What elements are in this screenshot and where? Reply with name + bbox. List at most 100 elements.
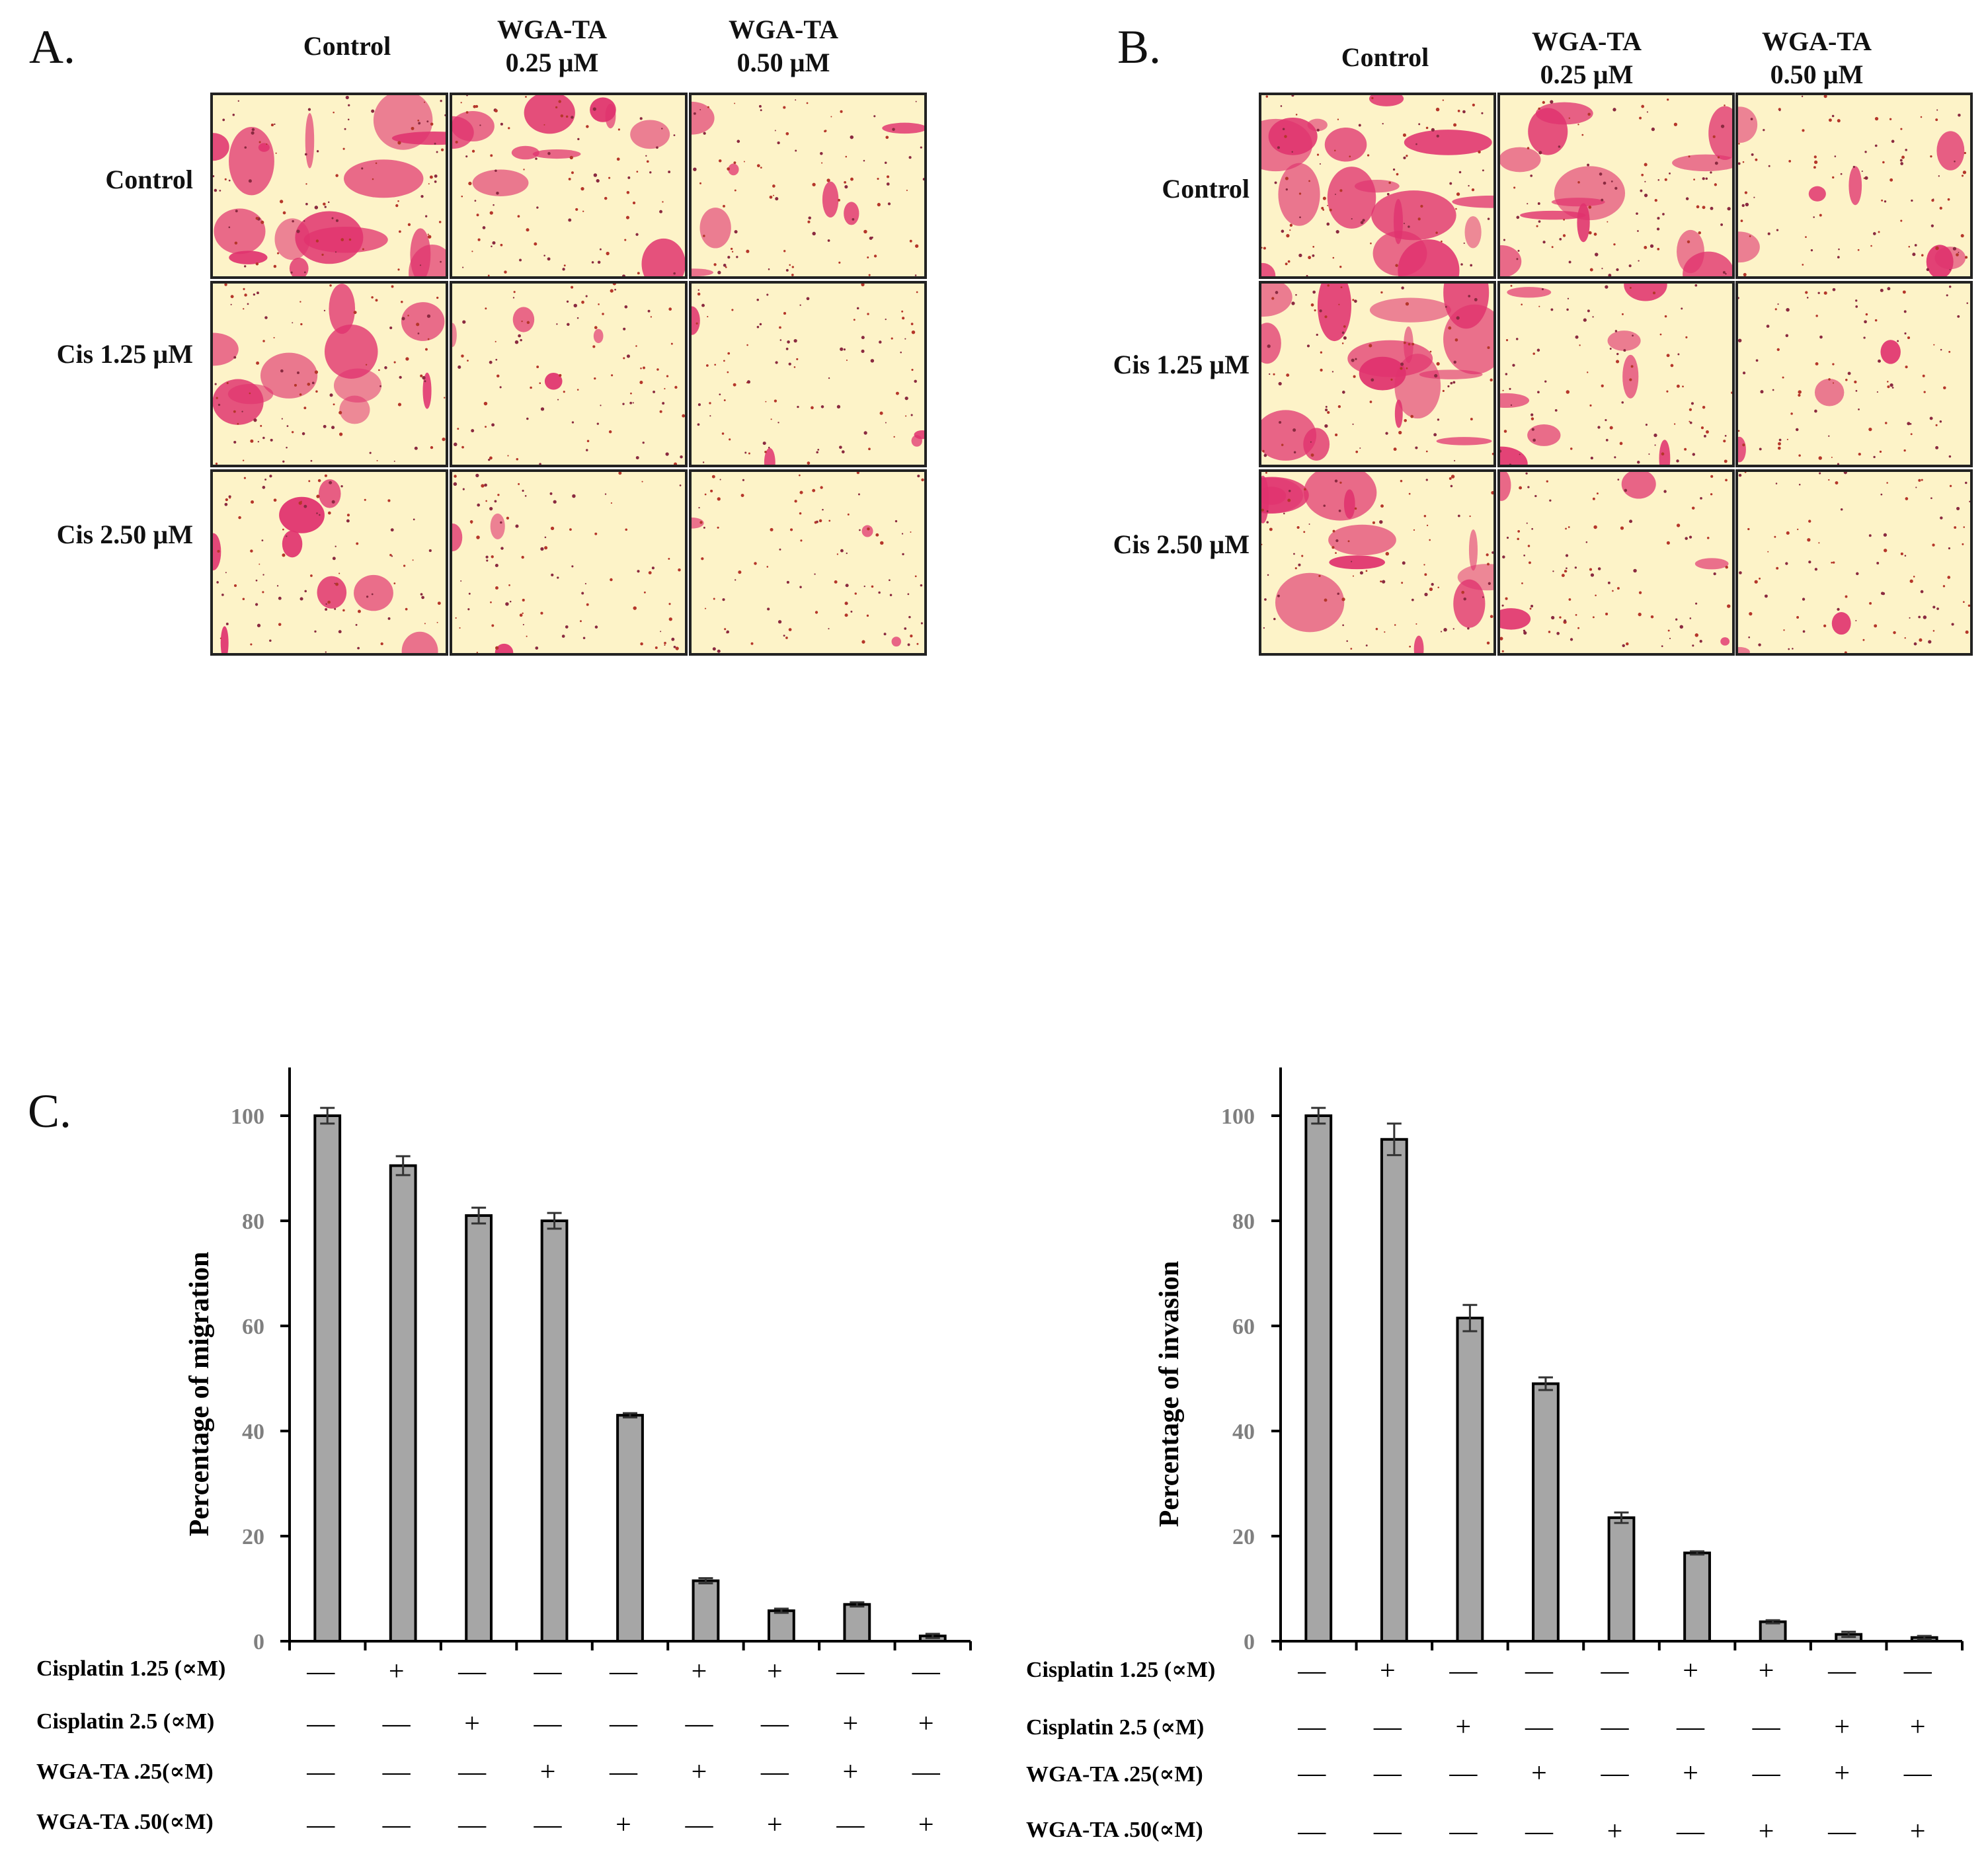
chart-1-treatment-sign-2-6: — — [1752, 1758, 1781, 1789]
panel-b-letter: B. — [1117, 20, 1162, 73]
chart-1-treatment-sign-0-6: + — [1759, 1656, 1774, 1686]
panel-b-row-header-cis250: Cis 2.50 µM — [1113, 529, 1250, 559]
chart-1-y-tick-label: 0 — [1244, 1630, 1255, 1654]
chart-1-treatment-label-0: Cisplatin 1.25 (∝M) — [1026, 1658, 1215, 1682]
panel-a-row-header-control: Control — [105, 165, 193, 194]
chart-0-bar-0 — [313, 1114, 342, 1643]
micrograph-image — [1500, 284, 1732, 465]
chart-0-treatment-label-2: WGA-TA .25(∝M) — [36, 1760, 214, 1784]
micrograph-image — [1261, 472, 1493, 653]
b-micrograph-control-wga-050 — [1735, 93, 1973, 279]
col-header-line2: 0.25 µM — [505, 48, 599, 77]
a-micrograph-control-wga-050 — [689, 93, 927, 279]
chart-0-treatment-sign-1-4: — — [609, 1709, 638, 1739]
chart-1-treatment-label-1: Cisplatin 2.5 (∝M) — [1026, 1715, 1204, 1740]
chart-0-treatment-sign-3-0: — — [306, 1810, 335, 1840]
panel-a-letter: A. — [29, 20, 75, 73]
col-header-line1: WGA-TA — [729, 15, 838, 44]
micrograph-image — [452, 95, 685, 276]
chart-0-treatment-sign-3-3: — — [534, 1810, 563, 1840]
col-header-line1: WGA-TA — [497, 15, 607, 44]
b-micrograph-cis250-wga-050 — [1735, 469, 1973, 656]
chart-1-treatment-label-2: WGA-TA .25(∝M) — [1026, 1762, 1203, 1787]
col-header-line1: Control — [1341, 42, 1429, 72]
chart-0-treatment-sign-2-0: — — [306, 1757, 335, 1787]
b-micrograph-cis125-wga-050 — [1735, 281, 1973, 467]
chart-1-treatment-sign-3-3: — — [1525, 1816, 1554, 1847]
b-micrograph-cis125-control — [1259, 281, 1496, 467]
a-micrograph-cis125-wga-050 — [689, 281, 927, 467]
chart-0-bar-4 — [616, 1414, 644, 1643]
chart-1-bar-0 — [1304, 1114, 1333, 1643]
chart-1-treatment-sign-1-1: — — [1373, 1712, 1402, 1742]
a-micrograph-cis250-control — [210, 469, 448, 656]
chart-1-y-axis-label: Percentage of invasion — [1154, 1261, 1185, 1528]
panel-a-col-header-wga-025: WGA-TA 0.25 µM — [440, 13, 664, 79]
chart-1-treatment-sign-2-8: — — [1903, 1758, 1932, 1789]
chart-0-treatment-sign-1-3: — — [534, 1709, 563, 1739]
chart-0-y-tick-label: 0 — [253, 1630, 264, 1654]
micrograph-image — [452, 284, 685, 465]
chart-1-treatment-sign-0-5: + — [1683, 1656, 1698, 1686]
a-micrograph-cis125-wga-025 — [450, 281, 688, 467]
micrograph-image — [213, 95, 446, 276]
chart-0-bar-1 — [389, 1164, 417, 1643]
col-header-line1: WGA-TA — [1762, 26, 1872, 56]
chart-0-treatment-sign-2-5: + — [692, 1757, 707, 1787]
a-micrograph-control-wga-025 — [450, 93, 688, 279]
chart-0-treatment-sign-0-1: + — [389, 1656, 405, 1687]
chart-1-bar-4 — [1607, 1516, 1636, 1643]
chart-0-bar-7 — [843, 1603, 871, 1643]
col-header-line2: 0.50 µM — [736, 48, 830, 77]
chart-0-y-tick-label: 20 — [242, 1525, 264, 1549]
a-micrograph-cis250-wga-050 — [689, 469, 927, 656]
chart-0-treatment-sign-0-6: + — [767, 1656, 783, 1687]
chart-0-treatment-sign-0-5: + — [692, 1656, 707, 1687]
chart-1-treatment-sign-1-3: — — [1525, 1712, 1554, 1742]
chart-1-treatment-sign-2-7: + — [1834, 1758, 1850, 1789]
chart-0-treatment-sign-2-1: — — [382, 1757, 411, 1787]
chart-1-treatment-sign-2-5: + — [1683, 1758, 1698, 1789]
chart-0-y-axis-label: Percentage of migration — [184, 1252, 215, 1537]
panel-b-col-header-wga-050: WGA-TA 0.50 µM — [1704, 25, 1929, 91]
panel-b-col-header-wga-025: WGA-TA 0.25 µM — [1474, 25, 1699, 91]
chart-0-y-tick-label: 60 — [242, 1315, 264, 1339]
chart-1-bar-6 — [1759, 1620, 1787, 1643]
micrograph-image — [692, 95, 924, 276]
micrograph-image — [1500, 472, 1732, 653]
chart-1-treatment-sign-3-5: — — [1676, 1816, 1705, 1847]
chart-0-treatment-sign-1-7: + — [842, 1709, 858, 1739]
col-header-line2: 0.25 µM — [1540, 59, 1634, 89]
chart-0-treatment-sign-1-5: — — [684, 1709, 713, 1739]
micrograph-image — [1261, 284, 1493, 465]
col-header-line1: Control — [303, 31, 391, 61]
micrograph-image — [692, 284, 924, 465]
micrograph-image — [452, 472, 685, 653]
chart-1-treatment-sign-0-8: — — [1903, 1656, 1932, 1686]
chart-0-bar-2 — [465, 1214, 493, 1643]
chart-0-bar-3 — [540, 1219, 569, 1643]
chart-0-treatment-sign-2-3: + — [540, 1757, 556, 1787]
chart-0-treatment-sign-0-4: — — [609, 1656, 638, 1687]
chart-0-treatment-sign-3-7: — — [836, 1810, 865, 1840]
chart-1-treatment-sign-3-0: — — [1297, 1816, 1326, 1847]
chart-0-treatment-sign-3-1: — — [382, 1810, 411, 1840]
chart-0-treatment-sign-2-2: — — [457, 1757, 487, 1787]
chart-1-bar-1 — [1380, 1138, 1408, 1643]
chart-0-treatment-sign-0-3: — — [534, 1656, 563, 1687]
panel-c-bar-charts: 0 20 40 60 80 100 Percentage of migration Cispl… — [36, 1067, 1964, 1847]
chart-1-treatment-sign-2-4: — — [1601, 1758, 1630, 1789]
chart-1-treatment-sign-3-8: + — [1910, 1816, 1926, 1847]
chart-0-treatment-sign-3-6: + — [767, 1810, 783, 1840]
micrograph-image — [1261, 95, 1493, 276]
chart-1-treatment-sign-0-0: — — [1297, 1656, 1326, 1686]
micrograph-image — [213, 472, 446, 653]
b-micrograph-control-control — [1259, 93, 1496, 279]
chart-1-treatment-label-3: WGA-TA .50(∝M) — [1026, 1818, 1203, 1842]
chart-1-treatment-sign-0-1: + — [1380, 1656, 1396, 1686]
panel-c-letter: C. — [28, 1085, 72, 1138]
chart-1-treatment-sign-3-6: + — [1759, 1816, 1774, 1847]
chart-1-treatment-sign-3-2: — — [1449, 1816, 1478, 1847]
chart-0-treatment-sign-1-0: — — [306, 1709, 335, 1739]
chart-1-treatment-sign-0-2: — — [1449, 1656, 1478, 1686]
